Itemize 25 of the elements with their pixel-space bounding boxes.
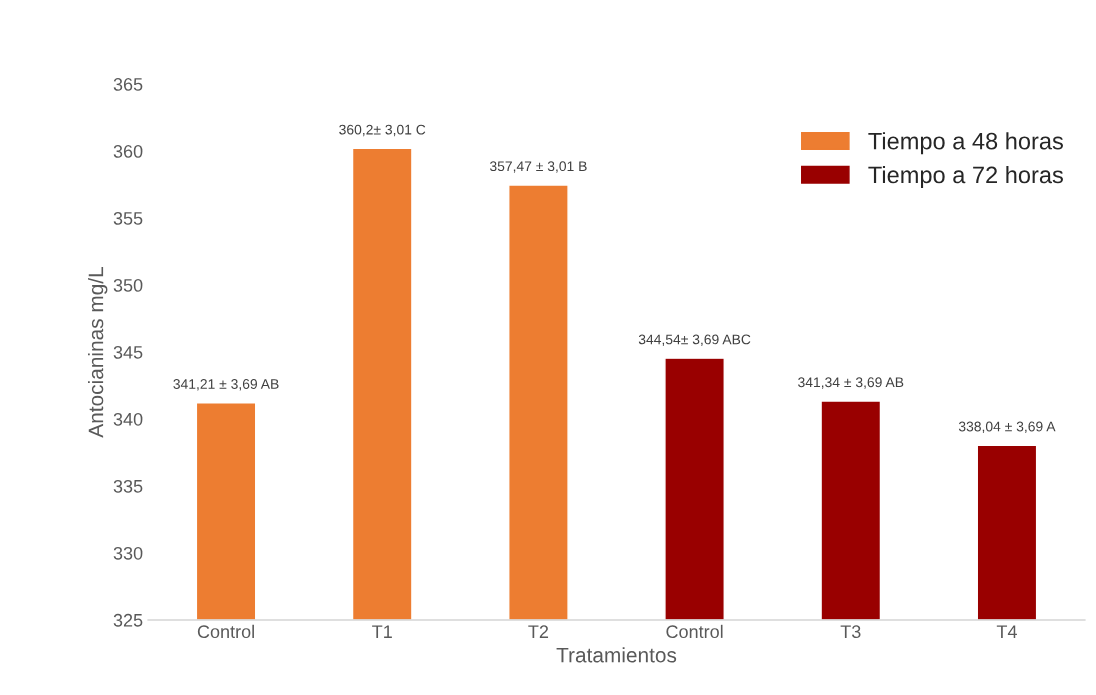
y-tick-label: 345 <box>113 345 143 359</box>
x-tick-label: T1 <box>372 625 392 638</box>
x-axis-title: Tratamientos <box>556 647 677 663</box>
y-tick-label: 325 <box>113 613 143 627</box>
x-tick-label: T3 <box>840 625 861 639</box>
data-label: 344,54± 3,69 ABC <box>638 334 751 346</box>
y-tick-label: 340 <box>113 412 143 426</box>
y-axis-title: Antocianinas mg/L <box>88 267 108 438</box>
y-tick-label: 330 <box>113 546 143 560</box>
data-label: 357,47 ± 3,01 B <box>489 161 587 173</box>
legend-label: Tiempo a 72 horas <box>868 165 1063 188</box>
legend-label: Tiempo a 48 horas <box>868 132 1063 155</box>
x-tick-label: T4 <box>996 625 1017 638</box>
y-tick-label: 360 <box>113 145 143 158</box>
x-tick-label: T2 <box>528 625 549 638</box>
data-label: 338,04 ± 3,69 A <box>958 421 1056 434</box>
data-label: 341,34 ± 3,69 AB <box>798 377 904 389</box>
y-tick-label: 350 <box>113 278 143 292</box>
y-tick-label: 365 <box>113 78 143 91</box>
x-tick-label: Control <box>197 624 254 639</box>
y-tick-label: 335 <box>113 479 143 493</box>
y-tick-label: 355 <box>113 211 143 225</box>
data-label: 341,21 ± 3,69 AB <box>173 379 279 391</box>
x-tick-label: Control <box>666 624 723 639</box>
data-label: 360,2± 3,01 C <box>339 124 426 137</box>
